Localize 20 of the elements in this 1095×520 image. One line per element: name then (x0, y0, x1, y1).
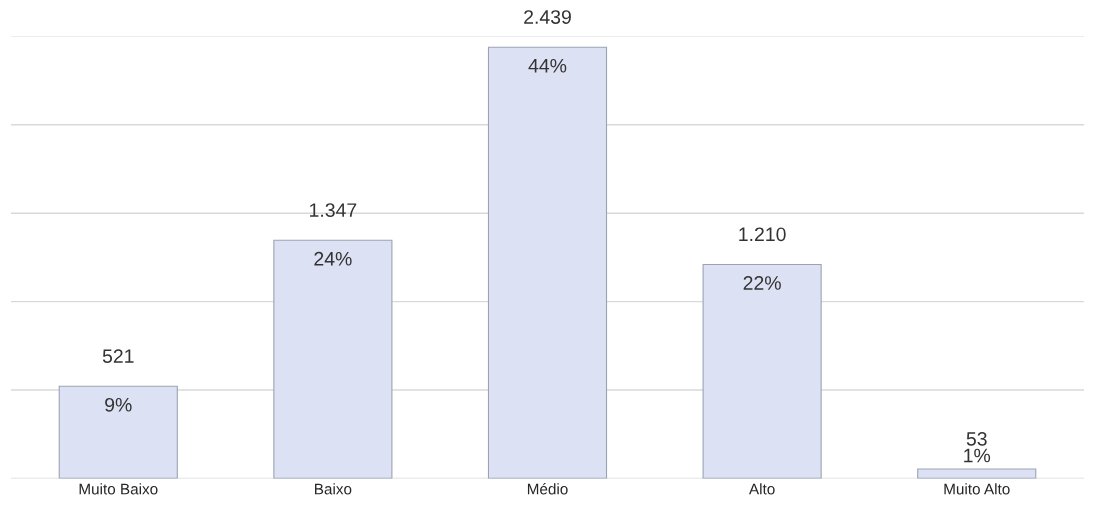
bar (58, 385, 178, 479)
data-label: 53 (966, 431, 987, 446)
data-label: 1.210 (739, 227, 786, 242)
annotation: 24% (314, 251, 352, 266)
bar (273, 239, 393, 479)
annotation: 1% (964, 448, 991, 463)
annotation: 44% (528, 58, 567, 73)
data-label: 2.439 (524, 10, 571, 24)
x-tick-label: Muito Alto (944, 483, 1010, 495)
annotation: 9% (105, 397, 132, 412)
x-tick-label: Médio (527, 483, 568, 495)
bar (702, 263, 822, 479)
data-label: 521 (102, 349, 134, 363)
bar (487, 46, 608, 479)
annotation: 22% (743, 276, 781, 290)
x-tick-label: Baixo (315, 483, 352, 495)
x-tick-label: Alto (748, 483, 775, 495)
data-label: 1.347 (310, 203, 357, 217)
bar (917, 468, 1037, 479)
x-tick-label: Muito Baixo (79, 483, 158, 495)
